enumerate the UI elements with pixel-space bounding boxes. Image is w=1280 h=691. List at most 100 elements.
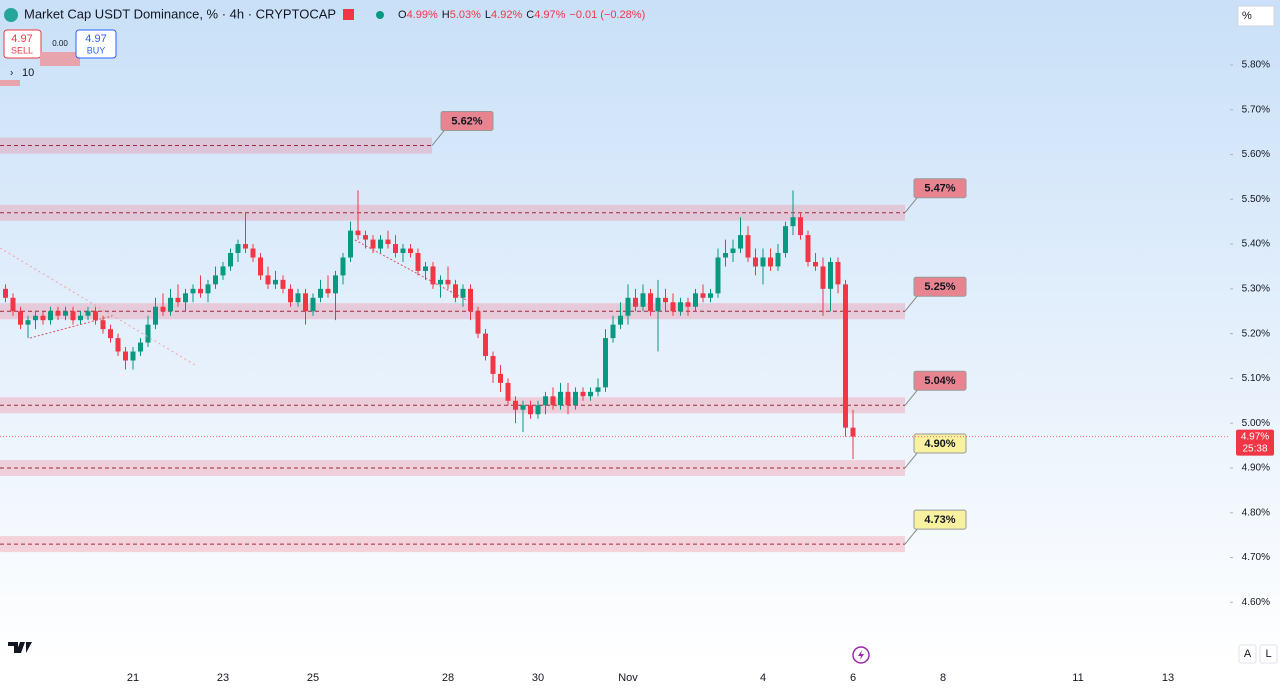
candle-body [408, 248, 413, 254]
candle-body [663, 297, 668, 303]
level-label-box [913, 433, 967, 454]
candle-body [520, 405, 526, 410]
time-axis-bg [0, 665, 1280, 691]
candle-body [640, 293, 646, 307]
lightning-icon[interactable] [852, 646, 870, 664]
y-tick-label: 5.30% [1242, 283, 1270, 294]
candle-body [220, 266, 226, 276]
x-tick-label: 13 [1162, 672, 1174, 684]
candle-body [813, 261, 818, 267]
candle-body [670, 302, 676, 312]
x-tick-label: 30 [532, 672, 544, 684]
candle-body [610, 324, 616, 339]
legend-change: −0.01 (−0.28%) [569, 9, 645, 21]
level-zone [0, 536, 905, 553]
level-label: 5.04% [924, 375, 955, 387]
candle-body [498, 373, 503, 383]
market-status [376, 11, 384, 19]
candle-body [805, 235, 811, 262]
candle-body [205, 284, 211, 294]
candle-body [715, 257, 721, 294]
candle-body [153, 306, 158, 325]
candle-body [243, 244, 248, 249]
candle-body [573, 391, 578, 406]
buy-label: BUY [87, 45, 106, 55]
scale-button-label: A [1244, 648, 1252, 660]
y-tick-label: 5.50% [1242, 194, 1270, 205]
buy-button[interactable] [75, 29, 117, 59]
x-tick-label: 6 [850, 672, 856, 684]
level-label: 5.62% [451, 115, 482, 127]
candle-body [505, 382, 511, 401]
x-tick-label: 25 [307, 672, 319, 684]
candle-body [160, 306, 166, 312]
candle-body [288, 288, 293, 303]
x-tick-label: 21 [127, 672, 139, 684]
candle-body [760, 257, 766, 267]
candle-body [378, 239, 383, 249]
legend-value: 4.97% [534, 9, 565, 21]
legend-key: H [442, 9, 450, 21]
candle-body [700, 293, 706, 298]
candle-body [385, 239, 391, 245]
candle-body [138, 342, 143, 352]
candle-body [655, 297, 661, 312]
candle-body [18, 311, 23, 325]
candle-body [543, 396, 548, 406]
unit-box[interactable] [1237, 5, 1275, 27]
candle-body [453, 284, 458, 298]
candle-body [145, 324, 151, 343]
candle-body [33, 315, 38, 321]
y-tick-label: 5.10% [1242, 373, 1270, 384]
candle-body [835, 261, 841, 285]
legend-value: 4.92% [491, 9, 522, 21]
collapse-icon[interactable]: › [10, 68, 13, 79]
candle-body [843, 284, 848, 428]
x-tick-label: 28 [442, 672, 454, 684]
plot-area: 5.62% 5.47% 5.25% 5.04% 4.90% 4.73% [0, 111, 967, 553]
level-zone [0, 137, 432, 154]
candle-body [850, 427, 856, 437]
candle-body [565, 391, 571, 406]
candle-body [558, 391, 563, 406]
x-tick-label: Nov [618, 672, 638, 684]
level-pointer [904, 196, 919, 214]
x-tick-label: 4 [760, 672, 766, 684]
trend-line [354, 239, 471, 303]
candle-body [738, 235, 743, 249]
y-tick-label: 4.80% [1242, 507, 1270, 518]
clipped-tag [40, 52, 80, 66]
candle-body [100, 320, 106, 330]
ohlc-legend: O4.99% H5.03% L4.92% C4.97% −0.01 (−0.28%) [398, 9, 645, 21]
symbol-logo [4, 8, 18, 22]
candle-body [235, 244, 241, 254]
indicator-value: 10 [22, 67, 34, 79]
flag-icon[interactable] [343, 9, 354, 20]
x-tick-label: 8 [940, 672, 946, 684]
sell-button[interactable] [3, 29, 42, 59]
candle-body [363, 235, 368, 240]
candle-body [85, 311, 91, 316]
candle-body [175, 297, 181, 303]
x-tick-label: 23 [217, 672, 229, 684]
candle-body [250, 248, 256, 258]
candle-body [798, 217, 803, 236]
candle-body [115, 338, 121, 352]
scale-button[interactable] [1259, 644, 1278, 664]
candle-body [400, 248, 406, 254]
candle-body [258, 257, 263, 276]
level-zone [0, 397, 905, 414]
candle-body [415, 253, 421, 271]
candle-body [123, 351, 128, 361]
candle-body [768, 257, 773, 267]
lightning-bolt [858, 650, 864, 660]
candle-body [753, 257, 758, 267]
candle-body [483, 333, 488, 357]
candle-body [370, 239, 376, 249]
scale-button[interactable] [1238, 644, 1257, 664]
candle-body [213, 275, 218, 285]
tradingview-logo[interactable] [8, 642, 32, 653]
y-tick-label: 5.70% [1242, 104, 1270, 115]
candle-body [730, 248, 736, 254]
